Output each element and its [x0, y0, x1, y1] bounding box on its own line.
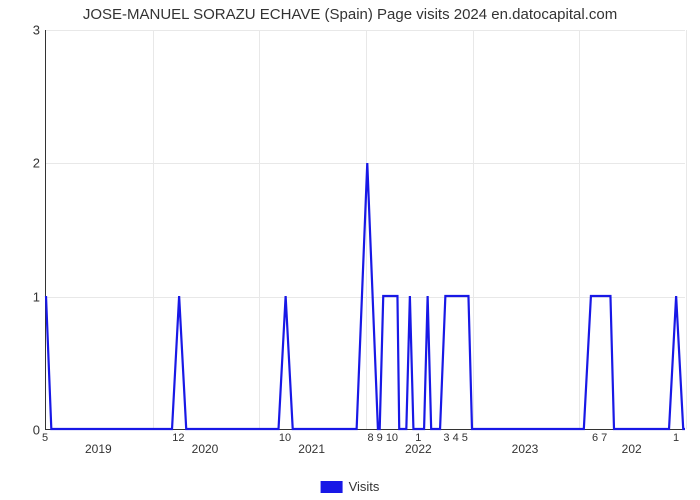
legend-label: Visits — [349, 479, 380, 494]
x-minor-label: 8 9 10 — [367, 432, 398, 444]
x-year-label: 2019 — [85, 442, 112, 456]
x-year-label: 2023 — [512, 442, 539, 456]
x-year-label: 202 — [622, 442, 642, 456]
x-year-label: 2022 — [405, 442, 432, 456]
x-year-label: 2021 — [298, 442, 325, 456]
x-minor-label: 6 7 — [592, 432, 607, 444]
y-tick-label: 3 — [25, 23, 40, 38]
x-minor-label: 10 — [279, 432, 291, 444]
legend: Visits — [321, 479, 380, 494]
x-year-label: 2020 — [192, 442, 219, 456]
legend-swatch — [321, 481, 343, 493]
x-minor-label: 12 — [172, 432, 184, 444]
x-minor-label: 1 — [673, 432, 679, 444]
x-minor-label: 3 4 5 — [443, 432, 467, 444]
chart-title: JOSE-MANUEL SORAZU ECHAVE (Spain) Page v… — [0, 6, 700, 23]
y-tick-label: 1 — [25, 289, 40, 304]
y-tick-label: 2 — [25, 156, 40, 171]
visits-line — [46, 30, 685, 429]
plot-area — [45, 30, 685, 430]
x-minor-label: 1 — [415, 432, 421, 444]
x-minor-label: 5 — [42, 432, 48, 444]
y-tick-label: 0 — [25, 423, 40, 438]
